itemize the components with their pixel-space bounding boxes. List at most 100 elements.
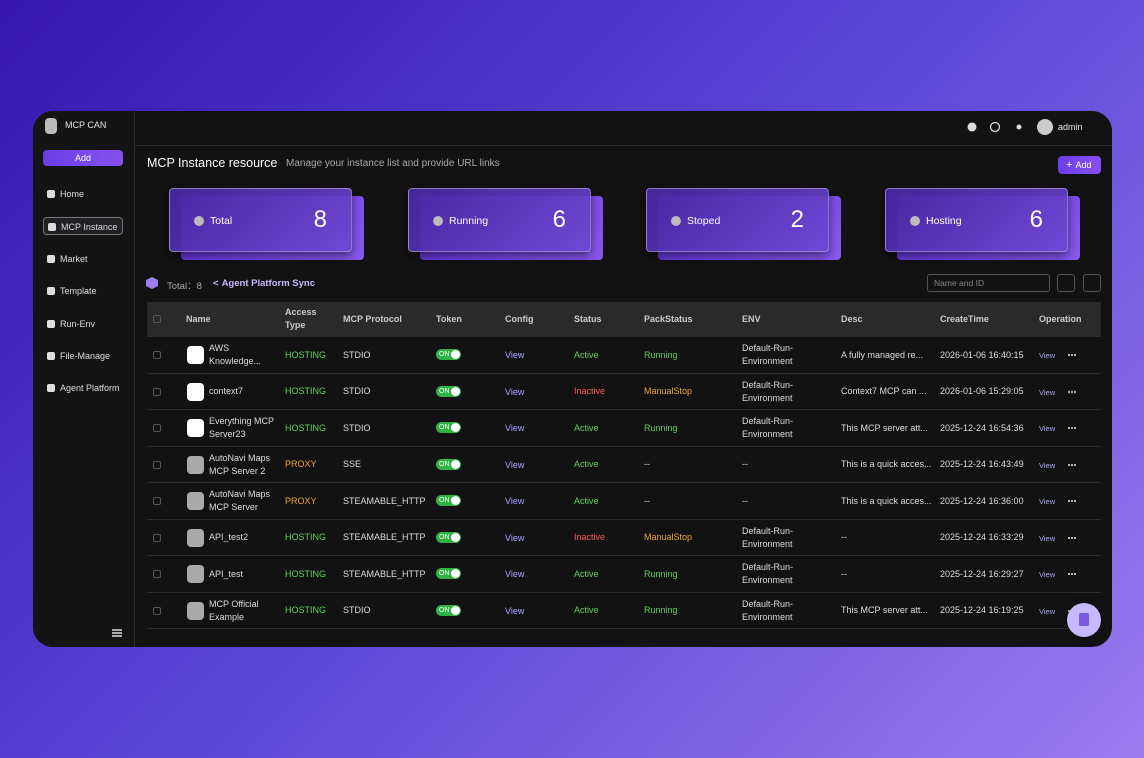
more-icon[interactable] — [1067, 463, 1077, 467]
menu-icon[interactable] — [112, 629, 122, 637]
column-header: Desc — [841, 314, 863, 324]
view-link[interactable]: View — [505, 605, 525, 616]
checkbox[interactable] — [153, 351, 161, 359]
column-header: Status — [574, 314, 602, 324]
column-header: MCP Protocol — [343, 314, 402, 324]
view-link[interactable]: View — [1039, 460, 1056, 470]
cell-time: 2025-12-24 16:33:29 — [940, 532, 1024, 542]
server-icon — [187, 528, 204, 547]
cell-env: Default-Run-Environment — [742, 343, 794, 366]
add-button[interactable]: Add — [43, 150, 123, 166]
view-link[interactable]: View — [1039, 533, 1056, 543]
cell-env: -- — [742, 459, 748, 469]
refresh-button[interactable] — [1057, 274, 1075, 292]
nav-item[interactable]: Agent Platform — [43, 379, 123, 397]
nav-label: Template — [60, 286, 97, 296]
checkbox[interactable] — [153, 387, 161, 396]
column-header: CreateTime — [940, 314, 989, 324]
cell-time: 2026-01-06 16:40:15 — [940, 349, 1024, 360]
nav-item[interactable]: File-Manage — [43, 347, 123, 365]
nav-icon — [47, 384, 55, 392]
stat-value: 8 — [313, 206, 327, 233]
view-link[interactable]: View — [1039, 424, 1056, 433]
cell-pack: Running — [644, 605, 678, 615]
server-name: API_test — [209, 568, 244, 579]
view-link[interactable]: View — [1039, 606, 1056, 616]
cell-protocol: STDIO — [343, 422, 371, 433]
view-link[interactable]: View — [505, 386, 525, 397]
view-link[interactable]: View — [505, 350, 525, 360]
cell-status: Active — [574, 495, 599, 506]
add-instance-button[interactable]: + Add — [1058, 156, 1101, 174]
stat-icon — [671, 216, 681, 226]
table-header: Name Access Type MCP Protocol Token Config St… — [147, 302, 1101, 337]
token-toggle[interactable]: ON — [436, 349, 461, 360]
view-link[interactable]: View — [505, 459, 525, 470]
view-link[interactable]: View — [505, 569, 525, 579]
sync-link[interactable]: < Agent Platform Sync — [213, 278, 315, 289]
server-icon — [187, 346, 204, 364]
view-link[interactable]: View — [1039, 497, 1056, 506]
more-icon[interactable] — [1067, 536, 1077, 540]
cell-pack: Running — [644, 422, 678, 433]
nav-item[interactable]: Template — [43, 282, 123, 300]
server-name: Everything MCP Server23 — [209, 416, 274, 439]
avatar[interactable] — [1037, 119, 1053, 135]
token-toggle[interactable]: ON — [436, 458, 461, 470]
nav-item[interactable]: Home — [43, 185, 123, 203]
checkbox[interactable] — [153, 460, 161, 469]
table-row: Everything MCP Server23 HOSTING STDIO ON Vie… — [147, 410, 1101, 447]
column-header: Config — [505, 314, 534, 324]
total-label: Total： — [167, 281, 197, 292]
view-link[interactable]: View — [505, 532, 525, 543]
view-link[interactable]: View — [1039, 570, 1056, 579]
more-icon[interactable] — [1067, 426, 1077, 430]
nav-item[interactable]: Run-Env — [43, 315, 123, 333]
server-icon — [187, 492, 204, 510]
view-link[interactable]: View — [1039, 351, 1056, 360]
topbar-icons[interactable] — [967, 121, 1027, 133]
checkbox[interactable] — [153, 533, 161, 542]
settings-button[interactable] — [1083, 274, 1101, 292]
checkbox[interactable] — [153, 570, 161, 578]
cell-status: Inactive — [574, 386, 606, 396]
user-name[interactable]: admin — [1058, 122, 1083, 132]
cell-env: Default-Run-Environment — [742, 379, 794, 403]
cell-protocol: SSE — [343, 459, 362, 469]
nav-label: Run-Env — [60, 319, 96, 329]
view-link[interactable]: View — [505, 496, 525, 506]
cell-desc: -- — [841, 568, 847, 579]
token-toggle[interactable]: ON — [436, 604, 461, 616]
cell-env: Default-Run-Environment — [742, 598, 794, 622]
search-input[interactable]: Name and ID — [927, 274, 1050, 292]
server-name: context7 — [209, 386, 244, 396]
more-icon[interactable] — [1067, 353, 1077, 357]
nav-item[interactable]: Market — [43, 250, 123, 268]
nav-item[interactable]: MCP Instance — [43, 217, 123, 235]
checkbox[interactable] — [153, 497, 161, 505]
token-toggle[interactable]: ON — [436, 568, 461, 579]
column-header: Operation — [1039, 314, 1082, 324]
token-toggle[interactable]: ON — [436, 531, 461, 543]
cell-desc: This MCP server att... — [841, 605, 928, 615]
token-toggle[interactable]: ON — [436, 385, 461, 397]
view-link[interactable]: View — [1039, 387, 1056, 397]
cell-protocol: STEAMABLE_HTTP — [343, 495, 426, 506]
floating-button[interactable] — [1067, 603, 1101, 637]
more-icon[interactable] — [1067, 390, 1077, 394]
checkbox[interactable] — [153, 315, 161, 323]
cell-protocol: STEAMABLE_HTTP — [343, 568, 426, 579]
view-link[interactable]: View — [505, 423, 525, 433]
table-row: AWS Knowledge... HOSTING STDIO ON View Active… — [147, 337, 1101, 374]
more-icon[interactable] — [1067, 572, 1077, 576]
cell-time: 2026-01-06 15:29:05 — [940, 386, 1024, 396]
checkbox[interactable] — [153, 606, 161, 615]
checkbox[interactable] — [153, 424, 161, 432]
stat-card: Hosting 6 — [885, 188, 1068, 252]
token-toggle[interactable]: ON — [436, 422, 461, 433]
cell-access: HOSTING — [285, 422, 327, 433]
more-icon[interactable] — [1067, 499, 1077, 503]
stat-value: 6 — [1029, 206, 1043, 233]
token-toggle[interactable]: ON — [436, 495, 461, 506]
